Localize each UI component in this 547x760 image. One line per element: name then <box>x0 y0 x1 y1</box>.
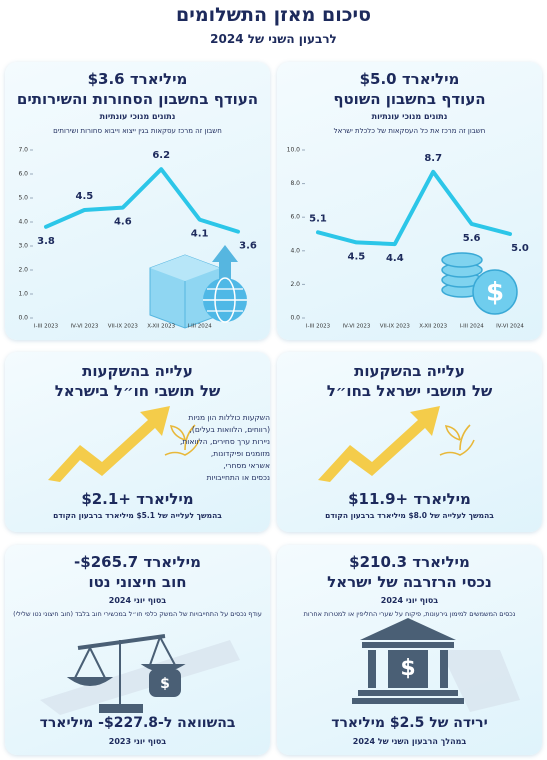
x-tick-label: I-III 2024 <box>459 324 484 330</box>
bank-symbol: $ <box>400 656 415 681</box>
card-heading: חוב חיצוני נטו <box>88 573 187 591</box>
bank-icon <box>352 618 520 712</box>
x-tick-label: IV-VI 2024 <box>496 324 524 330</box>
x-tick-label: VII-IX 2023 <box>380 324 411 330</box>
side-note-line: נכסים או התחייבויות <box>206 473 270 482</box>
card-heading: של תושבי ישראל בחו״ל <box>326 382 493 400</box>
y-tick-label: 2.0 <box>18 267 28 274</box>
scale-icon <box>40 634 240 715</box>
arrow-icon <box>318 406 440 482</box>
note: בהמשך לעלייה של $8.0 מיליארד ברבעון הקוד… <box>325 511 494 520</box>
y-tick-label: 8.0 <box>290 180 300 187</box>
x-tick-label: VII-IX 2023 <box>108 324 139 330</box>
arrow-icon <box>48 406 170 482</box>
amount: $2.1+ מיליארד <box>81 490 194 508</box>
side-note-line: אשראי מסחרי, <box>223 461 270 470</box>
amount: -$265.7 מיליארד <box>74 553 201 571</box>
page-subtitle: לרבעון השני של 2024 <box>210 32 337 46</box>
data-label: 4.6 <box>114 217 132 228</box>
x-tick-label: X-XII 2023 <box>147 324 175 330</box>
x-tick-label: I-III 2023 <box>306 324 331 330</box>
data-label: 5.0 <box>511 243 529 254</box>
coins-icon <box>441 252 518 315</box>
x-tick-label: I-III 2023 <box>34 324 59 330</box>
note: במהלך הרבעון השני של 2024 <box>352 737 467 746</box>
y-tick-label: 5.0 <box>18 195 28 202</box>
x-tick-label: X-XII 2023 <box>419 324 447 330</box>
note: בסוף יוני 2023 <box>108 737 167 746</box>
card-heading: עלייה בהשקעות <box>82 362 193 380</box>
data-label: 4.5 <box>348 251 366 262</box>
data-label: 4.4 <box>386 253 404 264</box>
data-label: 5.6 <box>463 233 481 244</box>
box-icon <box>149 245 247 329</box>
data-label: 3.6 <box>239 241 257 252</box>
tag: נתונים מנוכי עונתיות <box>371 112 448 121</box>
card-heading: עלייה בהשקעות <box>354 362 465 380</box>
coin-symbol: $ <box>486 278 504 308</box>
description: עודף נכסים על התחייבויות של המשק כלפי חו… <box>13 610 262 618</box>
card-heading: העודף בחשבון הסחורות והשירותים <box>16 90 259 108</box>
data-label: 3.8 <box>37 236 55 247</box>
y-tick-label: 6.0 <box>290 214 300 221</box>
side-note-line: השקעות כוללות הון מניות <box>188 413 270 422</box>
side-note-line: מזומנים ופיקדונות, <box>210 449 270 458</box>
card-heading: של תושבי חו״ל בישראל <box>54 382 221 400</box>
y-tick-label: 10.0 <box>287 147 301 154</box>
side-note-line: ניירות ערך סחירים, הלוואות, <box>179 437 270 446</box>
y-tick-label: 3.0 <box>18 243 28 250</box>
date: בסוף יוני 2024 <box>108 596 167 605</box>
data-label: 6.2 <box>152 150 170 161</box>
y-tick-label: 4.0 <box>290 247 300 254</box>
page-title: סיכום מאזן התשלומים <box>176 4 371 26</box>
amount: ירידה של $2.5 מיליארד <box>331 715 488 731</box>
data-label: 4.5 <box>76 191 94 202</box>
amount: $11.9+ מיליארד <box>348 490 471 508</box>
amount: $3.6 מיליארד <box>87 70 188 88</box>
note: בהמשך לעלייה של $5.1 מיליארד ברבעון הקוד… <box>53 511 222 520</box>
x-tick-label: I-III 2024 <box>187 324 212 330</box>
bag-symbol: $ <box>160 676 170 692</box>
side-note: השקעות כוללות הון מניות (רווחים, הלוואות … <box>160 412 270 484</box>
y-tick-label: 0.0 <box>18 315 28 322</box>
y-tick-label: 1.0 <box>18 291 28 298</box>
note: חשבון זה מרכז את כל העסקאות של כלכלת ישר… <box>333 127 486 135</box>
y-tick-label: 0.0 <box>290 315 300 322</box>
data-label: 4.1 <box>191 229 209 240</box>
tag: נתונים מנוכי עונתיות <box>99 112 176 121</box>
x-tick-label: IV-VI 2023 <box>70 324 98 330</box>
side-note-line: (רווחים, הלוואות בעלים), <box>189 425 270 434</box>
x-tick-label: IV-VI 2023 <box>342 324 370 330</box>
card-heading: העודף בחשבון השוטף <box>333 90 486 108</box>
y-tick-label: 6.0 <box>18 171 28 178</box>
line <box>44 167 240 234</box>
plant-icon <box>164 424 475 456</box>
y-tick-label: 4.0 <box>18 219 28 226</box>
line <box>316 169 512 247</box>
y-tick-label: 7.0 <box>18 147 28 154</box>
amount: $210.3 מיליארד <box>349 553 470 571</box>
y-tick-label: 2.0 <box>290 281 300 288</box>
amount: בהשוואה ל-$227.8- מיליארד <box>39 715 236 731</box>
data-label: 5.1 <box>309 213 327 224</box>
note: חשבון זה מרכז עסקאות בגין ייצוא וייבוא ס… <box>53 127 222 135</box>
data-label: 8.7 <box>424 153 442 164</box>
card-heading: נכסי הרזרבה של ישראל <box>327 573 492 591</box>
description: נכסים המשמשים למימון גירעונות, פיקוח על … <box>303 610 516 618</box>
amount: $5.0 מיליארד <box>359 70 460 88</box>
date: בסוף יוני 2024 <box>380 596 439 605</box>
